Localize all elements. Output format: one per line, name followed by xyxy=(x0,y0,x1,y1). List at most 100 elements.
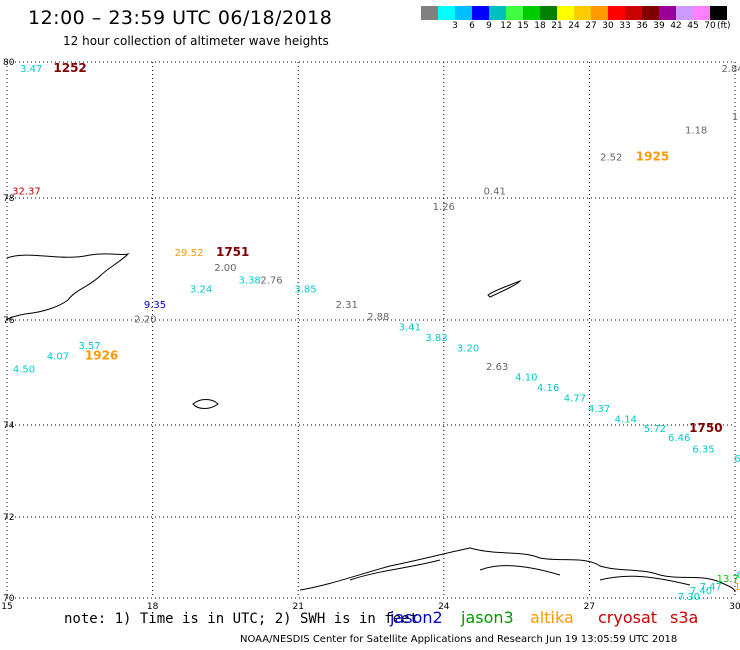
wave-height-label: 3.85 xyxy=(294,285,316,296)
scale-swatch xyxy=(421,6,438,20)
wave-height-label: 6 xyxy=(734,454,740,465)
mission-label-cryosat: cryosat xyxy=(598,608,658,627)
coastline xyxy=(299,547,736,593)
wave-height-color-scale: 3 6 9 12 15 18 21 24 27 30 33 36 39 42 45 70 (ft) xyxy=(421,6,731,36)
wave-height-label: 5.72 xyxy=(644,424,666,435)
coastline xyxy=(192,399,219,409)
wave-height-label: 2.63 xyxy=(486,362,508,373)
wave-height-label: 4.16 xyxy=(537,383,559,394)
scale-label: 21 xyxy=(551,21,563,31)
x-tick-label: 18 xyxy=(147,602,159,612)
page-title: 12:00 – 23:59 UTC 06/18/2018 xyxy=(28,7,333,29)
time-label: 1750 xyxy=(689,421,722,435)
coastline xyxy=(349,559,691,586)
wave-height-label: 2.88 xyxy=(367,312,389,323)
wave-height-label: 4.14 xyxy=(615,414,637,425)
time-label: 1925 xyxy=(636,150,669,164)
scale-swatch xyxy=(659,6,676,20)
wave-height-label: 1 xyxy=(734,582,740,593)
x-tick-label: 21 xyxy=(292,602,303,612)
wave-height-label: 3.47 xyxy=(20,64,42,75)
wave-height-label: 6.46 xyxy=(668,433,690,444)
wave-height-label: 2.20 xyxy=(134,315,156,326)
wave-height-label: 2.84 xyxy=(721,64,740,75)
wave-height-label: 1.18 xyxy=(685,125,707,136)
scale-swatch xyxy=(591,6,608,20)
wave-height-label: 2.76 xyxy=(260,275,282,286)
wave-height-label: 4.10 xyxy=(515,372,537,383)
scale-label: 36 xyxy=(636,21,648,31)
scale-swatch xyxy=(557,6,574,20)
footnote: note: 1) Time is in UTC; 2) SWH is in fe… xyxy=(64,611,419,627)
scale-label: 3 xyxy=(452,21,458,31)
wave-height-label: 3.57 xyxy=(78,341,100,352)
scale-swatch xyxy=(574,6,591,20)
wave-height-label: 4.07 xyxy=(47,351,69,362)
time-label: 1926 xyxy=(85,348,118,362)
wave-height-label: 7.40 xyxy=(690,586,712,597)
scale-swatch xyxy=(472,6,489,20)
scale-swatch xyxy=(693,6,710,20)
credit-line: NOAA/NESDIS Center for Satellite Applica… xyxy=(240,634,678,645)
x-tick-label: 24 xyxy=(438,602,450,612)
scale-label: 70 xyxy=(704,21,716,31)
scale-label: 6 xyxy=(469,21,475,31)
wave-height-label: 9.35 xyxy=(144,300,166,311)
scale-swatch xyxy=(540,6,557,20)
scale-swatch xyxy=(455,6,472,20)
wave-height-label: 7.47 xyxy=(700,582,722,593)
wave-height-label: 13.7 xyxy=(717,574,739,585)
x-tick-label: 30 xyxy=(729,602,740,612)
y-tick-label: 80 xyxy=(3,58,15,68)
wave-height-label: 29.52 xyxy=(175,248,204,259)
wave-height-label: 4.77 xyxy=(564,393,586,404)
scale-label: 30 xyxy=(602,21,614,31)
scale-swatch xyxy=(710,6,727,20)
scale-swatch xyxy=(642,6,659,20)
coastline xyxy=(6,253,130,321)
wave-height-label: 2.00 xyxy=(214,263,236,274)
scale-swatch xyxy=(625,6,642,20)
y-tick-label: 76 xyxy=(3,316,15,326)
scale-label: 42 xyxy=(670,21,682,31)
wave-height-label: 3.83 xyxy=(425,333,447,344)
mission-label-jason2: jason2 xyxy=(390,608,443,627)
wave-height-label: 4.37 xyxy=(588,404,610,415)
wave-height-label: 3.24 xyxy=(190,285,212,296)
scale-swatch xyxy=(523,6,540,20)
wave-height-label: 6 xyxy=(737,570,740,581)
wave-height-label: 32.37 xyxy=(12,187,41,198)
wave-height-label: 1 xyxy=(732,112,738,123)
y-tick-label: 72 xyxy=(3,513,14,523)
wave-height-label: 0.41 xyxy=(484,187,506,198)
time-label: 1751 xyxy=(216,245,249,259)
page-subtitle: 12 hour collection of altimeter wave hei… xyxy=(63,34,329,48)
wave-height-label: 2.31 xyxy=(336,300,358,311)
scale-label: 24 xyxy=(568,21,580,31)
wave-height-label: 3.41 xyxy=(399,323,421,334)
wave-height-label: 4.50 xyxy=(13,365,35,376)
wave-height-label: 3.38 xyxy=(239,275,261,286)
wave-height-label: 7.30 xyxy=(678,592,700,603)
scale-swatch xyxy=(608,6,625,20)
scale-swatch xyxy=(506,6,523,20)
wave-height-label: 2.52 xyxy=(600,153,622,164)
scale-label: 15 xyxy=(517,21,529,31)
wave-height-label: 1.26 xyxy=(433,202,455,213)
scale-unit: (ft) xyxy=(717,21,731,31)
scale-label: 27 xyxy=(585,21,597,31)
y-tick-label: 74 xyxy=(3,421,15,431)
wave-height-label: 3.20 xyxy=(457,344,479,355)
x-tick-label: 27 xyxy=(584,602,595,612)
scale-swatch xyxy=(438,6,455,20)
scale-label: 9 xyxy=(486,21,492,31)
scale-label: 12 xyxy=(500,21,512,31)
scale-swatch xyxy=(489,6,506,20)
wave-height-label: 6.35 xyxy=(692,445,714,456)
scale-label: 39 xyxy=(653,21,665,31)
coastline xyxy=(487,279,522,298)
scale-swatch xyxy=(676,6,693,20)
scale-label: 45 xyxy=(687,21,699,31)
scale-label: 33 xyxy=(619,21,631,31)
